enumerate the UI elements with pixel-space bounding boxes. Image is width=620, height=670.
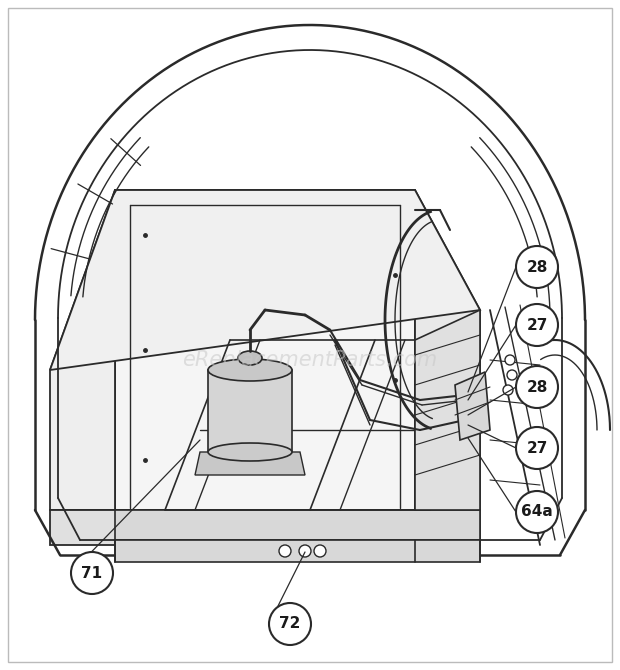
Circle shape [503,385,513,395]
Circle shape [279,545,291,557]
Polygon shape [115,190,415,510]
Text: eReplacementParts.com: eReplacementParts.com [182,350,438,370]
Text: 72: 72 [280,616,301,632]
Circle shape [516,304,558,346]
Circle shape [516,246,558,288]
Polygon shape [50,190,480,370]
Circle shape [505,355,515,365]
Circle shape [516,491,558,533]
Text: 64a: 64a [521,505,553,519]
Ellipse shape [208,443,292,461]
Circle shape [71,552,113,594]
Polygon shape [195,452,305,475]
Circle shape [507,370,517,380]
Text: 28: 28 [526,379,547,395]
Polygon shape [115,510,480,545]
Polygon shape [208,370,292,452]
Polygon shape [415,310,480,510]
Ellipse shape [238,351,262,365]
Polygon shape [455,372,490,440]
Polygon shape [50,190,115,510]
Text: 28: 28 [526,259,547,275]
Circle shape [516,427,558,469]
Polygon shape [115,540,480,562]
Circle shape [314,545,326,557]
Ellipse shape [208,359,292,381]
Circle shape [269,603,311,645]
Circle shape [299,545,311,557]
Text: 71: 71 [81,565,102,580]
Text: 27: 27 [526,318,547,332]
Text: 27: 27 [526,440,547,456]
Polygon shape [415,190,480,510]
Polygon shape [50,510,480,545]
Circle shape [516,366,558,408]
